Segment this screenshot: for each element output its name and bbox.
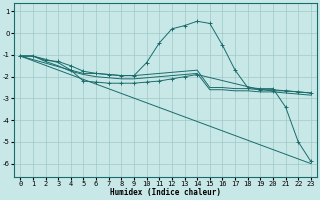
- X-axis label: Humidex (Indice chaleur): Humidex (Indice chaleur): [110, 188, 221, 197]
